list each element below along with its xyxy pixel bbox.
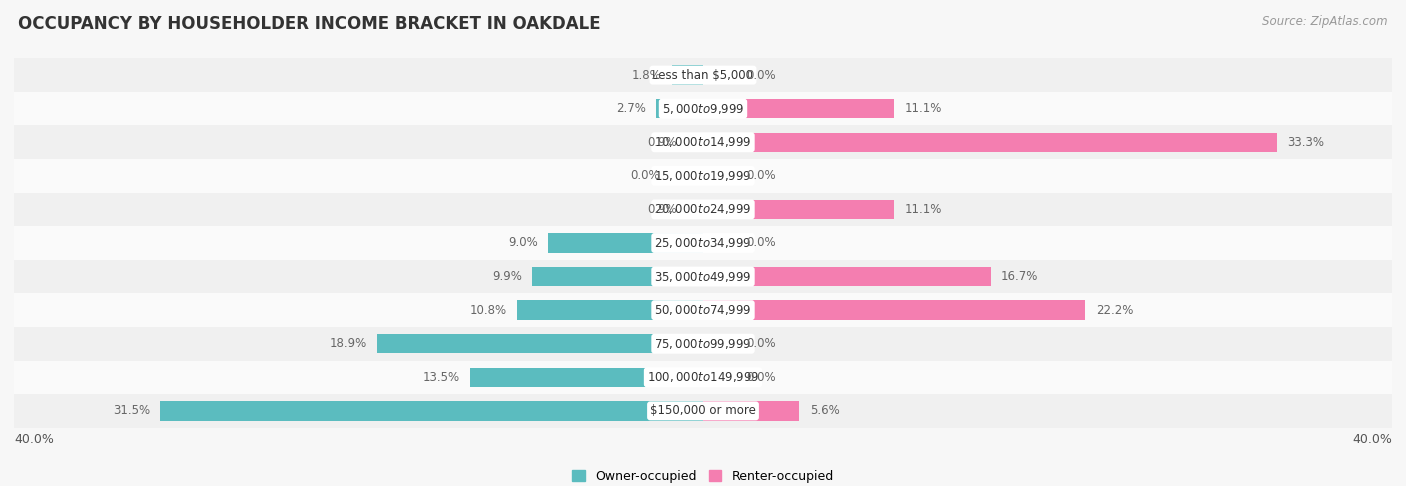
Text: 31.5%: 31.5% — [112, 404, 150, 417]
Text: 1.8%: 1.8% — [631, 69, 662, 82]
Text: $150,000 or more: $150,000 or more — [650, 404, 756, 417]
Text: 40.0%: 40.0% — [1353, 433, 1392, 446]
Bar — [703, 99, 894, 119]
Text: 18.9%: 18.9% — [330, 337, 367, 350]
Bar — [703, 133, 1277, 152]
Text: 16.7%: 16.7% — [1001, 270, 1039, 283]
Bar — [533, 267, 703, 286]
Text: OCCUPANCY BY HOUSEHOLDER INCOME BRACKET IN OAKDALE: OCCUPANCY BY HOUSEHOLDER INCOME BRACKET … — [18, 15, 600, 33]
Bar — [14, 294, 1392, 327]
Text: $25,000 to $34,999: $25,000 to $34,999 — [654, 236, 752, 250]
Bar — [657, 99, 703, 119]
Text: 0.0%: 0.0% — [747, 237, 776, 249]
Text: $35,000 to $49,999: $35,000 to $49,999 — [654, 270, 752, 283]
Bar — [548, 233, 703, 253]
Bar — [14, 159, 1392, 192]
Text: 10.8%: 10.8% — [470, 304, 506, 317]
Text: Source: ZipAtlas.com: Source: ZipAtlas.com — [1263, 15, 1388, 28]
Bar — [14, 394, 1392, 428]
Bar — [14, 192, 1392, 226]
Text: Less than $5,000: Less than $5,000 — [652, 69, 754, 82]
Text: 13.5%: 13.5% — [423, 371, 460, 384]
Bar — [688, 133, 703, 152]
Text: 0.0%: 0.0% — [747, 337, 776, 350]
Text: 0.9%: 0.9% — [647, 136, 678, 149]
Text: $50,000 to $74,999: $50,000 to $74,999 — [654, 303, 752, 317]
Text: 0.0%: 0.0% — [630, 169, 659, 182]
Bar — [14, 58, 1392, 92]
Bar — [14, 226, 1392, 260]
Text: $75,000 to $99,999: $75,000 to $99,999 — [654, 337, 752, 351]
Text: 40.0%: 40.0% — [14, 433, 53, 446]
Legend: Owner-occupied, Renter-occupied: Owner-occupied, Renter-occupied — [568, 465, 838, 486]
Text: $10,000 to $14,999: $10,000 to $14,999 — [654, 135, 752, 149]
Bar — [703, 401, 800, 420]
Bar — [471, 367, 703, 387]
Bar — [703, 267, 991, 286]
Text: $20,000 to $24,999: $20,000 to $24,999 — [654, 203, 752, 216]
Text: $100,000 to $149,999: $100,000 to $149,999 — [647, 370, 759, 384]
Bar — [703, 300, 1085, 320]
Text: 0.0%: 0.0% — [747, 169, 776, 182]
Text: 9.9%: 9.9% — [492, 270, 522, 283]
Text: 11.1%: 11.1% — [904, 102, 942, 115]
Text: 9.0%: 9.0% — [508, 237, 537, 249]
Bar — [14, 125, 1392, 159]
Text: 22.2%: 22.2% — [1095, 304, 1133, 317]
Bar — [703, 200, 894, 219]
Bar — [517, 300, 703, 320]
Bar — [672, 66, 703, 85]
Text: 0.9%: 0.9% — [647, 203, 678, 216]
Text: 11.1%: 11.1% — [904, 203, 942, 216]
Text: 0.0%: 0.0% — [747, 371, 776, 384]
Text: 2.7%: 2.7% — [616, 102, 647, 115]
Bar — [14, 92, 1392, 125]
Bar — [377, 334, 703, 353]
Bar — [160, 401, 703, 420]
Bar — [14, 327, 1392, 361]
Text: 0.0%: 0.0% — [747, 69, 776, 82]
Text: 5.6%: 5.6% — [810, 404, 839, 417]
Bar — [14, 361, 1392, 394]
Text: 33.3%: 33.3% — [1286, 136, 1324, 149]
Bar — [14, 260, 1392, 294]
Text: $15,000 to $19,999: $15,000 to $19,999 — [654, 169, 752, 183]
Text: $5,000 to $9,999: $5,000 to $9,999 — [662, 102, 744, 116]
Bar — [688, 200, 703, 219]
